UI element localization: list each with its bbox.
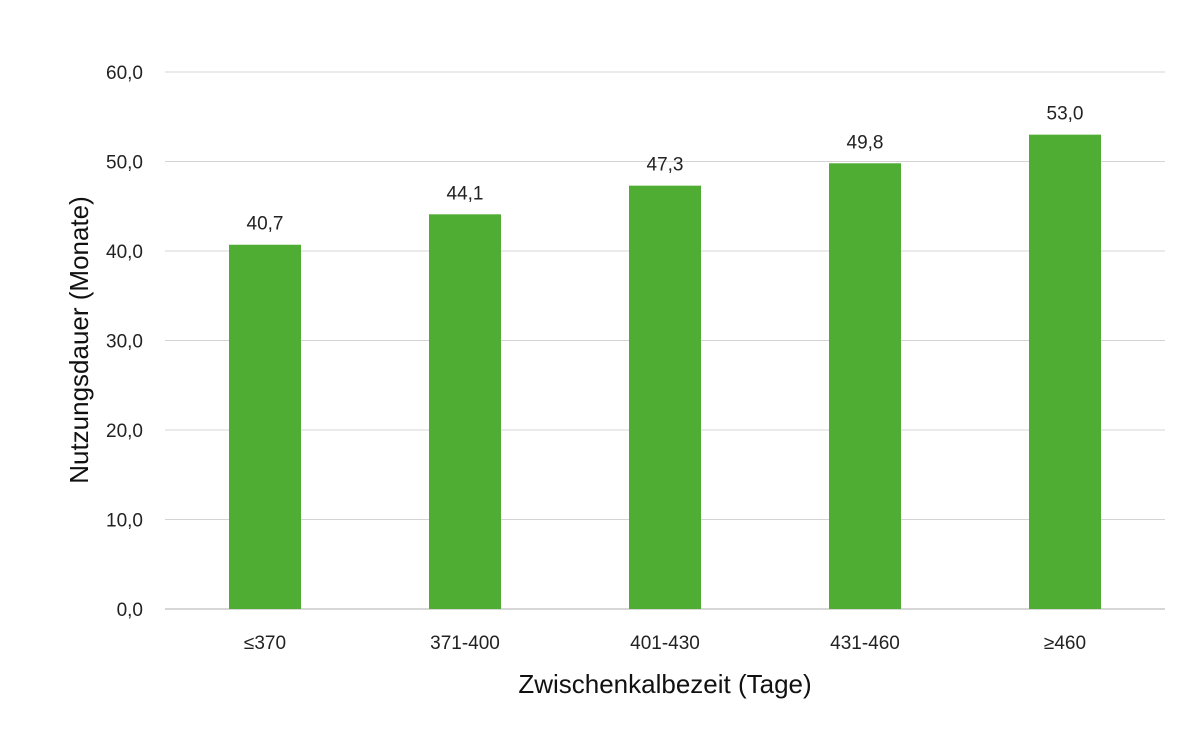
y-tick-label: 20,0 — [106, 421, 143, 442]
x-tick-label: 401-430 — [630, 633, 700, 654]
bar — [1029, 134, 1101, 609]
y-axis-ticks: 0,0 10,0 20,0 30,0 40,0 50,0 60,0 — [106, 63, 143, 621]
y-tick-label: 0,0 — [117, 600, 143, 621]
x-axis-title: Zwischenkalbezeit (Tage) — [518, 669, 811, 699]
bar — [429, 214, 501, 609]
bar-value-label: 40,7 — [247, 214, 284, 235]
bar-value-label: 44,1 — [447, 183, 484, 204]
x-tick-label: 431-460 — [830, 633, 900, 654]
bar-value-label: 47,3 — [647, 155, 684, 176]
x-tick-label: 371-400 — [430, 633, 500, 654]
bar — [229, 244, 301, 610]
data-labels: 40,7 44,1 47,3 49,8 53,0 — [247, 104, 1084, 235]
y-tick-label: 10,0 — [106, 511, 143, 532]
bar — [629, 185, 701, 610]
y-tick-label: 50,0 — [106, 153, 143, 174]
y-tick-label: 30,0 — [106, 332, 143, 353]
bar — [829, 163, 901, 610]
x-tick-label: ≤370 — [244, 633, 286, 654]
y-tick-label: 60,0 — [106, 63, 143, 84]
y-tick-label: 40,0 — [106, 242, 143, 263]
bar-value-label: 53,0 — [1047, 104, 1084, 125]
x-axis-ticks: ≤370 371-400 401-430 431-460 ≥460 — [244, 633, 1086, 654]
y-axis-title: Nutzungsdauer (Monate) — [64, 196, 94, 484]
x-tick-label: ≥460 — [1044, 633, 1086, 654]
bar-value-label: 49,8 — [847, 132, 884, 153]
bars — [229, 134, 1101, 610]
